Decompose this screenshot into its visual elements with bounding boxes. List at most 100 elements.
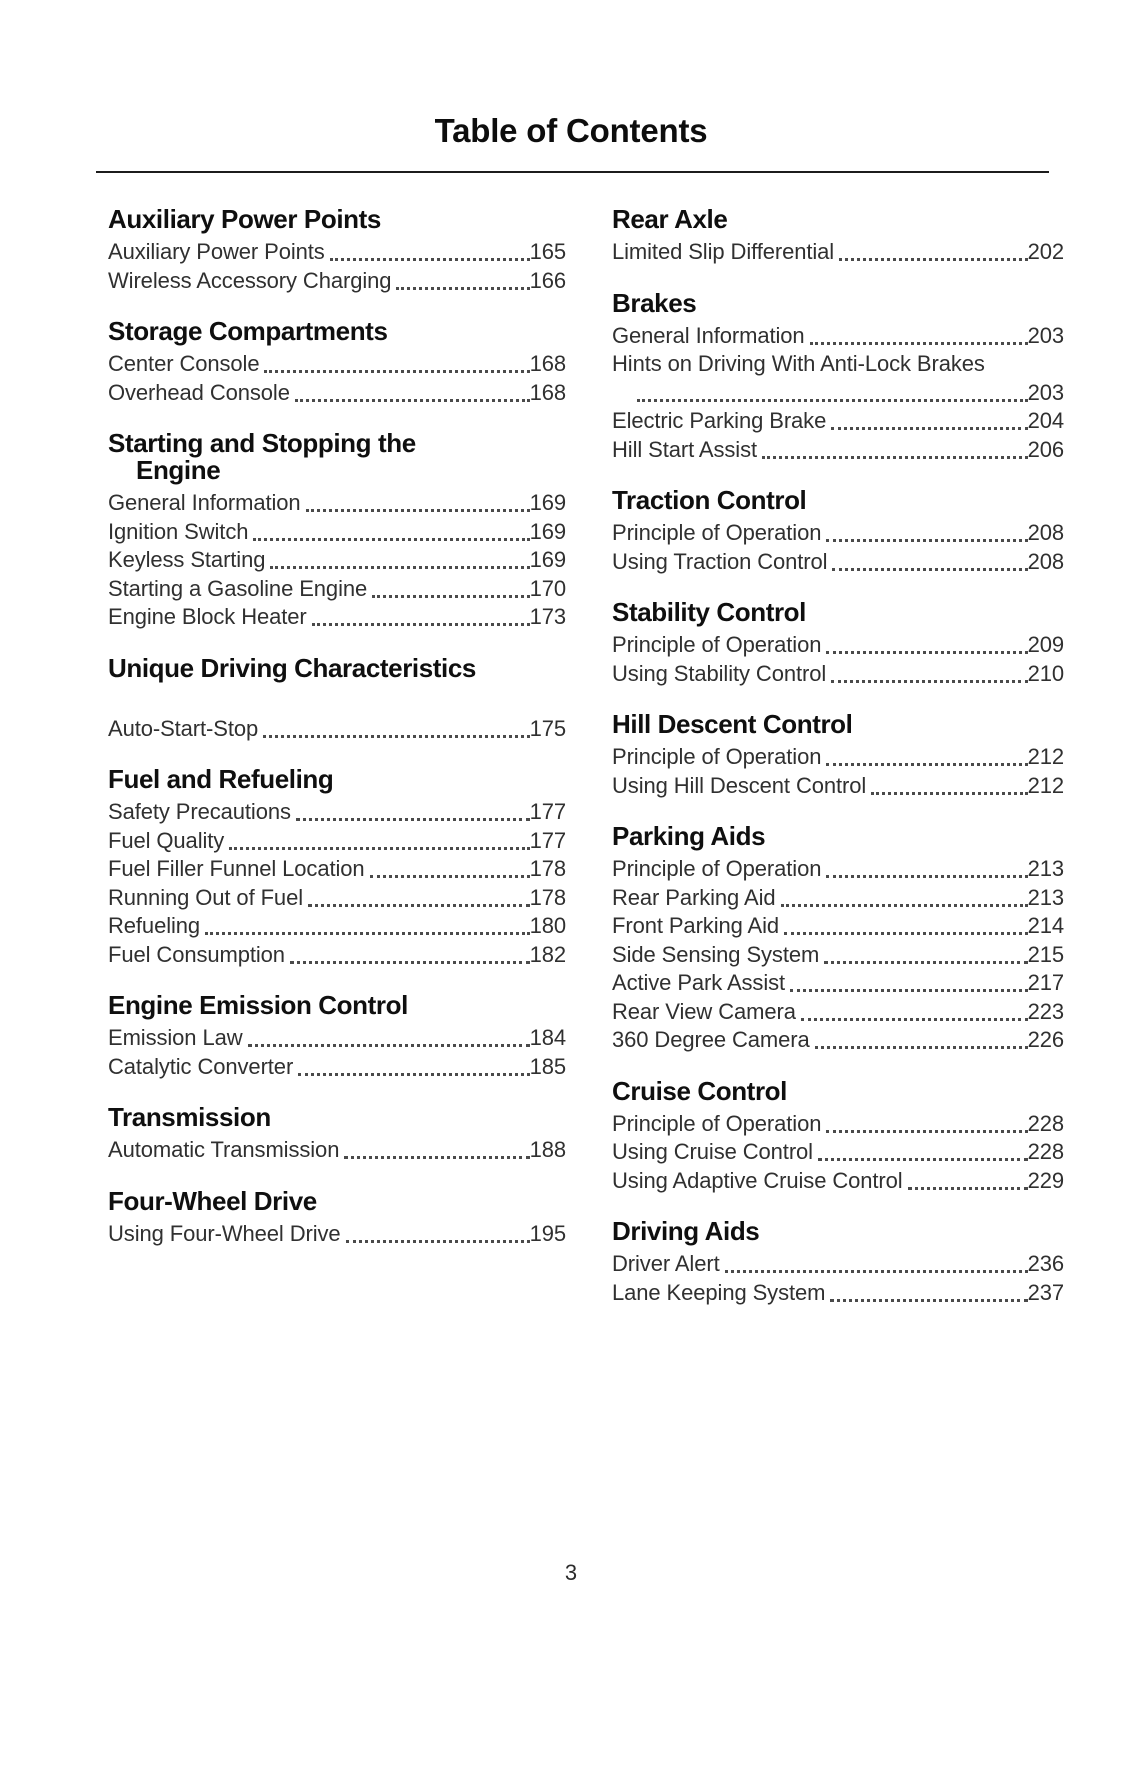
- toc-entry[interactable]: Principle of Operation 212: [612, 743, 1064, 772]
- toc-entry[interactable]: Engine Block Heater 173: [108, 603, 566, 632]
- toc-entry[interactable]: Fuel Consumption 182: [108, 941, 566, 970]
- toc-entry[interactable]: Hill Start Assist 206: [612, 436, 1064, 465]
- dot-leader: [780, 884, 1028, 907]
- toc-entry[interactable]: Using Adaptive Cruise Control 229: [612, 1167, 1064, 1196]
- toc-entry[interactable]: Limited Slip Differential 202: [612, 238, 1064, 267]
- dot-leader: [809, 322, 1028, 345]
- toc-section: Four-Wheel Drive Using Four-Wheel Drive 19…: [108, 1185, 566, 1249]
- entry-label: Driver Alert: [612, 1251, 720, 1276]
- toc-entry[interactable]: Fuel Quality 177: [108, 827, 566, 856]
- toc-entry[interactable]: Wireless Accessory Charging 166: [108, 267, 566, 296]
- section-heading-line: Cruise Control: [612, 1075, 787, 1106]
- entry-label: Hill Start Assist: [612, 436, 757, 462]
- entry-label: Using Adaptive Cruise Control: [612, 1167, 903, 1193]
- section-heading: Driving Aids: [612, 1218, 1064, 1245]
- section-heading: Brakes: [612, 287, 1064, 318]
- entry-page-number: 182: [529, 941, 567, 967]
- toc-entry[interactable]: Rear Parking Aid 213: [612, 884, 1064, 913]
- toc-entry-continuation[interactable]: 203: [612, 379, 1064, 408]
- entry-page-number: 202: [1027, 239, 1065, 264]
- entry-label: Wireless Accessory Charging: [108, 267, 392, 293]
- toc-entry[interactable]: Electric Parking Brake 204: [612, 407, 1064, 436]
- toc-entry[interactable]: Fuel Filler Funnel Location 178: [108, 855, 566, 884]
- entry-label: Electric Parking Brake: [612, 408, 827, 433]
- entry-page-number: 184: [529, 1025, 567, 1050]
- dot-leader: [724, 1250, 1028, 1273]
- dot-leader: [790, 969, 1028, 992]
- entry-page-number: 212: [1027, 744, 1065, 769]
- entry-page-number: 203: [1027, 379, 1065, 405]
- entry-page-number: 165: [529, 239, 567, 264]
- section-heading-line: Starting and Stopping the: [108, 428, 416, 458]
- toc-section: Traction Control Principle of Operation 20…: [612, 487, 1064, 576]
- toc-entry[interactable]: General Information 169: [108, 489, 566, 518]
- entry-page-number: 168: [529, 379, 567, 405]
- dot-leader: [831, 407, 1028, 430]
- entry-label: Keyless Starting: [108, 547, 266, 572]
- toc-entry[interactable]: Safety Precautions 177: [108, 798, 566, 827]
- toc-entry[interactable]: Principle of Operation 209: [612, 631, 1064, 660]
- toc-entry[interactable]: Lane Keeping System 237: [612, 1279, 1064, 1308]
- section-heading: Unique Driving Characteristics: [108, 654, 566, 682]
- toc-column-left: Auxiliary Power Points Auxiliary Power Po…: [108, 206, 566, 1248]
- toc-entry[interactable]: Driver Alert 236: [612, 1250, 1064, 1279]
- entry-label: Limited Slip Differential: [612, 239, 835, 264]
- toc-entry[interactable]: Emission Law 184: [108, 1024, 566, 1053]
- entry-label: Safety Precautions: [108, 799, 291, 824]
- dot-leader: [839, 238, 1028, 261]
- toc-entry[interactable]: Front Parking Aid 214: [612, 912, 1064, 941]
- section-heading-line: Fuel and Refueling: [108, 764, 334, 794]
- dot-leader: [305, 489, 530, 512]
- entry-page-number: 166: [529, 267, 567, 293]
- toc-entry[interactable]: Side Sensing System 215: [612, 941, 1064, 970]
- entry-label: Automatic Transmission: [108, 1137, 340, 1162]
- toc-entry[interactable]: Keyless Starting 169: [108, 546, 566, 575]
- toc-entry[interactable]: Refueling 180: [108, 912, 566, 941]
- toc-entry[interactable]: Catalytic Converter 185: [108, 1053, 566, 1082]
- entry-page-number: 213: [1027, 884, 1065, 910]
- toc-entry[interactable]: Using Stability Control 210: [612, 660, 1064, 689]
- entry-page-number: 177: [529, 827, 567, 853]
- toc-entry[interactable]: Auxiliary Power Points 165: [108, 238, 566, 267]
- toc-entry[interactable]: Starting a Gasoline Engine 170: [108, 575, 566, 604]
- entry-label: General Information: [612, 322, 805, 348]
- toc-section: Starting and Stopping the Engine General I…: [108, 430, 566, 632]
- entry-page-number: 237: [1027, 1279, 1065, 1305]
- toc-entry[interactable]: Overhead Console 168: [108, 379, 566, 408]
- section-heading: Four-Wheel Drive: [108, 1185, 566, 1216]
- toc-entry[interactable]: Using Hill Descent Control 212: [612, 772, 1064, 801]
- section-heading-line: Brakes: [612, 287, 697, 318]
- toc-section: Driving Aids Driver Alert 236 Lane Keeping …: [612, 1218, 1064, 1307]
- toc-entry[interactable]: Using Cruise Control 228: [612, 1138, 1064, 1167]
- toc-entry[interactable]: Automatic Transmission 188: [108, 1136, 566, 1165]
- toc-entry[interactable]: Hints on Driving With Anti-Lock Brakes: [612, 350, 1064, 379]
- toc-entry[interactable]: Center Console 168: [108, 350, 566, 379]
- section-heading: Hill Descent Control: [612, 711, 1064, 738]
- toc-entry[interactable]: Running Out of Fuel 178: [108, 884, 566, 913]
- toc-entry[interactable]: Active Park Assist 217: [612, 969, 1064, 998]
- toc-entry[interactable]: Rear View Camera 223: [612, 998, 1064, 1027]
- toc-entry[interactable]: Principle of Operation 208: [612, 519, 1064, 548]
- toc-entry[interactable]: General Information 203: [612, 322, 1064, 351]
- toc-entry[interactable]: Using Four-Wheel Drive 195: [108, 1220, 566, 1249]
- dot-leader: [800, 998, 1028, 1021]
- toc-entry[interactable]: Using Traction Control 208: [612, 548, 1064, 577]
- section-heading-line: Four-Wheel Drive: [108, 1185, 317, 1216]
- toc-section: Engine Emission Control Emission Law 184 Ca…: [108, 992, 566, 1081]
- toc-entry[interactable]: Auto-Start-Stop 175: [108, 715, 566, 744]
- toc-entry[interactable]: Ignition Switch 169: [108, 518, 566, 547]
- dot-leader: [270, 546, 530, 569]
- entry-label: Principle of Operation: [612, 856, 822, 881]
- entry-label: Center Console: [108, 351, 260, 376]
- entry-page-number: 215: [1027, 941, 1065, 967]
- toc-entry[interactable]: Principle of Operation 228: [612, 1110, 1064, 1139]
- dot-leader: [298, 1053, 530, 1076]
- section-heading-line: Stability Control: [612, 597, 806, 627]
- toc-section: Stability Control Principle of Operation 2…: [612, 599, 1064, 688]
- toc-entry[interactable]: 360 Degree Camera 226: [612, 1026, 1064, 1055]
- dot-leader: [832, 548, 1028, 571]
- entry-page-number: 217: [1027, 970, 1065, 995]
- entry-label: Active Park Assist: [612, 970, 786, 995]
- section-heading: Rear Axle: [612, 206, 1064, 233]
- toc-entry[interactable]: Principle of Operation 213: [612, 855, 1064, 884]
